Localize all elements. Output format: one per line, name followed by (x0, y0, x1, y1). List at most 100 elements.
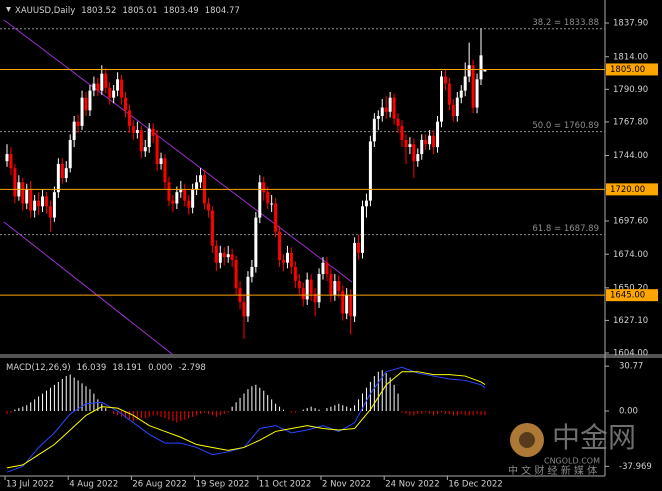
candle-body (293, 266, 297, 282)
watermark-logo (519, 432, 535, 448)
candle-body (333, 281, 337, 296)
candle-body (321, 262, 325, 275)
candle-body (52, 192, 56, 218)
candle-body (72, 121, 76, 140)
candle-body (234, 259, 238, 289)
candle-body (368, 141, 372, 201)
candle-body (463, 76, 467, 91)
candle-body (88, 90, 92, 111)
candle-body (56, 163, 60, 193)
candle-body (25, 189, 29, 204)
candle-body (440, 76, 443, 122)
candle-body (163, 158, 167, 183)
candle-body (116, 79, 120, 91)
candle-body (392, 97, 396, 119)
candle-body (467, 65, 471, 77)
x-tick-label: 2 Nov 2022 (322, 480, 371, 490)
candle-body (96, 83, 100, 91)
candle-body (337, 281, 341, 291)
candle-body (274, 203, 278, 232)
candle-body (471, 65, 475, 108)
candle-body (155, 135, 159, 164)
candle-body (372, 118, 376, 142)
candle-body (29, 189, 33, 211)
level-label: 1645.00 (610, 291, 645, 301)
candle-body (41, 196, 45, 207)
candle-body (408, 144, 412, 148)
y-tick-label: 1790.90 (613, 85, 648, 95)
y-tick-label: 1604.00 (613, 349, 648, 359)
candle-body (151, 128, 155, 136)
candle-body (278, 231, 282, 260)
candle-body (345, 295, 349, 314)
candle-body (147, 128, 151, 148)
x-tick-label: 4 Aug 2022 (69, 480, 118, 490)
candle-body (266, 192, 270, 204)
y-tick-label: 1767.80 (613, 117, 648, 127)
level-tag (606, 183, 658, 196)
symbol-icon (6, 7, 11, 12)
candle-body (124, 97, 127, 111)
chart-title: XAUUSD,Daily (15, 6, 75, 16)
candle-body (76, 121, 80, 126)
candle-body (84, 97, 88, 111)
candle-body (455, 97, 459, 117)
candle-body (404, 139, 408, 148)
candle-body (289, 252, 293, 267)
candle-body (309, 279, 313, 294)
candle-body (412, 144, 416, 162)
candle-body (420, 139, 424, 155)
candle-body (187, 200, 191, 208)
level-label: 1805.00 (610, 65, 645, 75)
candle-body (226, 254, 230, 258)
candle-body (33, 200, 37, 211)
watermark-name: 中金网 (552, 421, 636, 454)
candle-body (179, 189, 183, 193)
macd-header-value: 0.000 (148, 363, 172, 373)
candle-body (104, 73, 108, 88)
candle-body (384, 107, 388, 112)
x-tick-label: 19 Sep 2022 (196, 480, 250, 490)
candle-body (416, 154, 420, 162)
y-tick-label: 1674.00 (613, 250, 648, 260)
candle-body (214, 245, 218, 263)
candle-body (108, 87, 112, 98)
channel-line (3, 221, 173, 355)
candle-body (100, 73, 104, 91)
candle-body (349, 295, 353, 317)
x-tick-label: 13 Jul 2022 (6, 480, 54, 490)
candle-body (191, 189, 195, 208)
candle-body (313, 293, 317, 303)
macd-y-tick-label: 0.00 (619, 407, 638, 417)
candle-body (135, 130, 139, 133)
candle-body (282, 259, 285, 263)
y-tick-label: 1744.00 (613, 151, 648, 161)
macd-header-value: 16.039 (77, 363, 107, 373)
candle-body (353, 242, 357, 317)
candle-body (376, 116, 380, 119)
watermark-site: CNGOLD.COM (544, 457, 600, 466)
fib-label: 50.0 = 1760.89 (532, 121, 599, 131)
candle-body (242, 302, 246, 317)
candle-body (479, 55, 483, 80)
candle-body (447, 83, 451, 105)
fib-label: 61.8 = 1687.89 (532, 224, 599, 234)
candle-body (451, 104, 455, 117)
candle-body (92, 83, 96, 91)
candle-body (218, 252, 222, 263)
candle-body (436, 121, 440, 148)
macd-header-value: -2.798 (178, 363, 205, 373)
candle-body (250, 266, 254, 277)
candle-body (428, 135, 432, 145)
candle-body (195, 182, 199, 190)
candle-body (64, 168, 68, 179)
channel-line (3, 19, 353, 283)
candle-body (37, 200, 41, 207)
header-value: 1803.49 (164, 6, 199, 16)
candle-body (112, 90, 116, 98)
candle-body (459, 90, 463, 98)
candle-body (127, 110, 131, 126)
macd-y-tick-label: 30.77 (619, 362, 643, 372)
candle-body (400, 125, 404, 140)
